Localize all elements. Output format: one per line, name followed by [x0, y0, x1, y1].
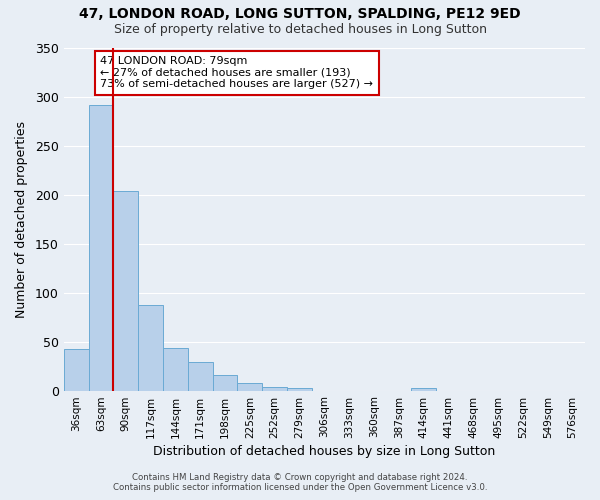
Bar	[64, 350, 89, 391]
Bar	[138, 306, 163, 390]
Bar	[113, 190, 138, 390]
Y-axis label: Number of detached properties: Number of detached properties	[15, 120, 28, 318]
Bar	[287, 388, 312, 390]
X-axis label: Distribution of detached houses by size in Long Sutton: Distribution of detached houses by size …	[153, 444, 496, 458]
Bar	[212, 375, 238, 390]
Bar	[89, 106, 113, 391]
Bar	[163, 348, 188, 391]
Text: Contains HM Land Registry data © Crown copyright and database right 2024.
Contai: Contains HM Land Registry data © Crown c…	[113, 473, 487, 492]
Text: Size of property relative to detached houses in Long Sutton: Size of property relative to detached ho…	[113, 22, 487, 36]
Bar	[262, 386, 287, 390]
Bar	[238, 382, 262, 390]
Bar	[188, 362, 212, 390]
Bar	[411, 388, 436, 390]
Text: 47 LONDON ROAD: 79sqm
← 27% of detached houses are smaller (193)
73% of semi-det: 47 LONDON ROAD: 79sqm ← 27% of detached …	[100, 56, 373, 90]
Text: 47, LONDON ROAD, LONG SUTTON, SPALDING, PE12 9ED: 47, LONDON ROAD, LONG SUTTON, SPALDING, …	[79, 8, 521, 22]
